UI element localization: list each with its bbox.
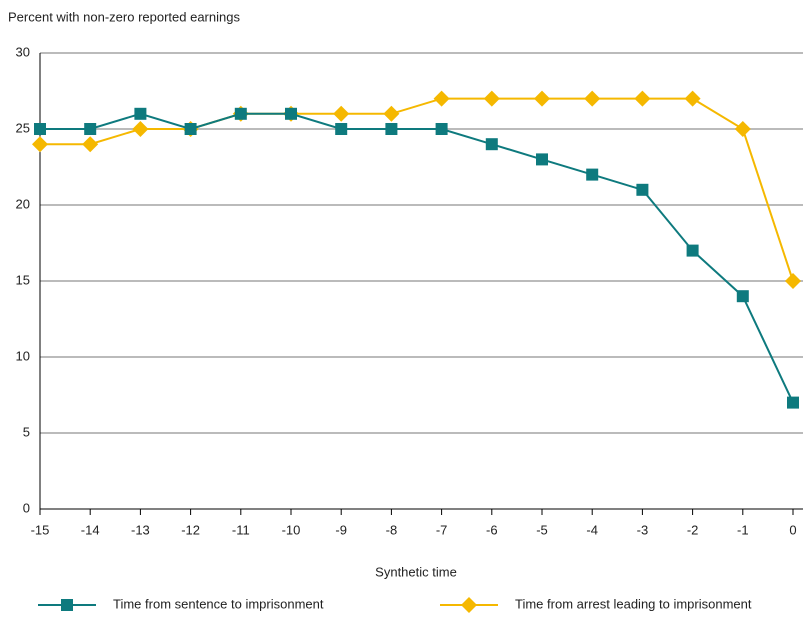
x-tick-label: -14 xyxy=(81,522,100,537)
series-line xyxy=(40,97,794,282)
x-tick-label: -8 xyxy=(386,522,398,537)
y-tick-label: 30 xyxy=(16,44,30,59)
point xyxy=(385,123,398,135)
y-tick-label: 5 xyxy=(23,424,30,439)
point xyxy=(684,90,701,107)
y-axis-label: Percent with non-zero reported earnings xyxy=(8,9,240,24)
x-tick-label: -9 xyxy=(335,522,347,537)
legend-marker xyxy=(61,599,73,611)
point xyxy=(686,244,699,257)
point xyxy=(536,153,548,166)
point xyxy=(483,90,500,107)
point xyxy=(184,123,197,135)
x-tick-label: -7 xyxy=(436,522,448,537)
point xyxy=(534,90,550,107)
point xyxy=(734,121,751,137)
point xyxy=(134,107,147,120)
x-tick-label: -2 xyxy=(687,522,699,537)
point xyxy=(34,123,46,135)
point xyxy=(584,90,601,107)
x-tick-label: -4 xyxy=(586,522,598,537)
point xyxy=(433,90,450,107)
y-tick-label: 25 xyxy=(16,120,30,135)
x-tick-label: -3 xyxy=(637,522,649,537)
point xyxy=(82,136,99,153)
x-axis-label: Synthetic time xyxy=(375,564,457,579)
point xyxy=(32,136,48,153)
point xyxy=(383,105,400,122)
legend-label: Time from arrest leading to imprisonment xyxy=(515,596,752,611)
y-tick-label: 10 xyxy=(16,348,30,363)
point xyxy=(333,105,350,122)
x-tick-label: -15 xyxy=(31,522,50,537)
y-tick-label: 15 xyxy=(16,272,30,287)
x-tick-label: -13 xyxy=(131,522,150,537)
point xyxy=(785,273,801,289)
legend-marker xyxy=(461,597,477,613)
point xyxy=(84,123,97,135)
point xyxy=(485,138,498,151)
x-tick-label: -6 xyxy=(486,522,498,537)
point xyxy=(787,396,799,409)
point xyxy=(132,121,149,137)
x-tick-label: -1 xyxy=(737,522,749,537)
x-tick-label: 0 xyxy=(789,522,796,537)
point xyxy=(736,290,749,303)
point xyxy=(234,107,247,120)
x-tick-label: -10 xyxy=(282,522,301,537)
legend-label: Time from sentence to imprisonment xyxy=(113,596,324,611)
series-line xyxy=(40,112,794,404)
point xyxy=(636,183,649,196)
x-tick-label: -12 xyxy=(181,522,200,537)
point xyxy=(335,123,348,135)
y-tick-label: 0 xyxy=(23,500,30,515)
y-tick-label: 20 xyxy=(16,196,30,211)
point xyxy=(435,123,448,135)
x-tick-label: -5 xyxy=(536,522,548,537)
point xyxy=(634,90,651,107)
point xyxy=(586,168,599,181)
point xyxy=(285,107,297,120)
x-tick-label: -11 xyxy=(232,522,250,537)
